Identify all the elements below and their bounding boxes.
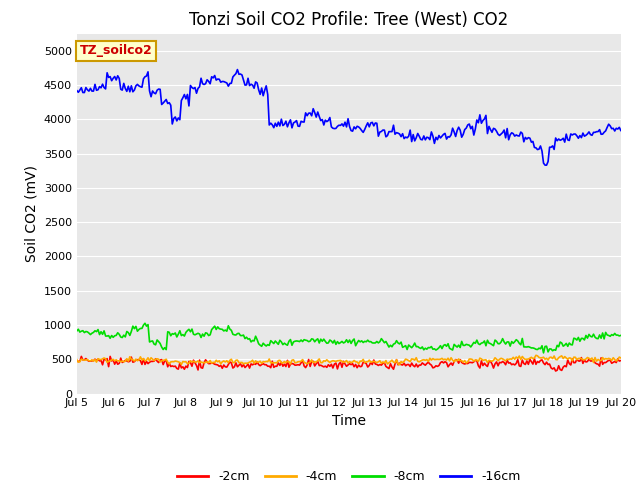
-4cm (235, 360, 243, 366)
-2cm (255, 361, 262, 367)
-16cm (140, 76, 147, 82)
Line: -8cm: -8cm (77, 323, 621, 353)
-2cm (589, 357, 597, 363)
-8cm (255, 341, 262, 347)
Line: -2cm: -2cm (77, 356, 621, 371)
Y-axis label: Soil CO2 (mV): Soil CO2 (mV) (24, 165, 38, 262)
-16cm (589, 130, 597, 135)
-2cm (106, 353, 114, 359)
-4cm (617, 355, 625, 361)
-8cm (73, 328, 81, 334)
-4cm (311, 359, 319, 365)
-2cm (312, 361, 320, 367)
-8cm (237, 333, 244, 338)
Text: TZ_soilco2: TZ_soilco2 (79, 44, 152, 58)
-8cm (617, 333, 625, 338)
-2cm (141, 361, 149, 367)
Line: -16cm: -16cm (77, 70, 621, 165)
X-axis label: Time: Time (332, 414, 366, 428)
-8cm (264, 342, 271, 348)
-16cm (543, 162, 550, 168)
-4cm (140, 356, 147, 361)
-16cm (617, 128, 625, 133)
-4cm (253, 360, 261, 365)
-8cm (312, 337, 320, 343)
Line: -4cm: -4cm (77, 355, 621, 365)
-4cm (396, 362, 403, 368)
-8cm (141, 320, 149, 326)
-8cm (589, 331, 597, 337)
Legend: -2cm, -4cm, -8cm, -16cm: -2cm, -4cm, -8cm, -16cm (172, 465, 526, 480)
-4cm (589, 360, 597, 365)
-16cm (264, 92, 271, 97)
-2cm (264, 363, 271, 369)
-4cm (73, 357, 81, 362)
-2cm (237, 361, 244, 367)
-4cm (262, 359, 270, 364)
-16cm (312, 114, 320, 120)
-16cm (237, 71, 244, 77)
-8cm (540, 350, 547, 356)
-8cm (140, 322, 147, 328)
-16cm (73, 88, 81, 94)
-2cm (552, 368, 559, 374)
-16cm (255, 87, 262, 93)
-2cm (617, 358, 625, 363)
-2cm (73, 359, 81, 364)
Title: Tonzi Soil CO2 Profile: Tree (West) CO2: Tonzi Soil CO2 Profile: Tree (West) CO2 (189, 11, 508, 29)
-4cm (532, 352, 540, 358)
-16cm (234, 67, 241, 72)
